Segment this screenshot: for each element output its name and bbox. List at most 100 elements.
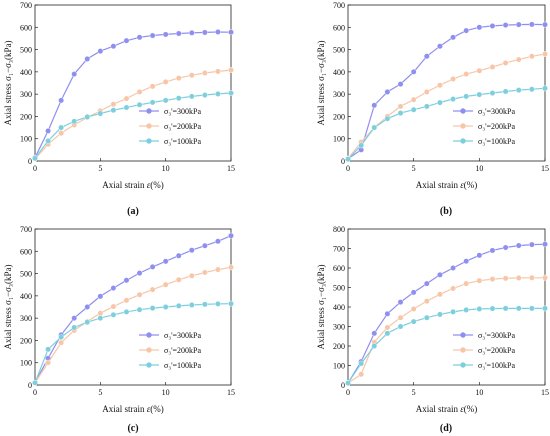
x-tick-label: 0 [346,388,350,397]
data-point [201,242,208,249]
y-tick-label: 700 [333,1,345,10]
x-tick-label: 0 [33,164,37,173]
panel-label: (d) [440,423,452,434]
legend-marker [146,362,152,368]
legend-label: σ₃'=100kPa [478,137,516,146]
series-line-2 [347,53,546,160]
data-point [410,289,417,296]
x-axis-label-text: Axial strain [416,404,461,414]
plot-frame [347,228,546,386]
data-point [58,339,65,346]
y-axis-label: Axial stress σ₁−σ₃(kPa) [3,40,13,125]
data-point [45,359,51,366]
data-point [476,24,483,31]
data-point [228,90,234,96]
data-point [123,277,130,284]
y-tick-label: 100 [333,362,345,371]
panel-label: (b) [440,206,452,217]
x-tick-label: 15 [541,388,549,397]
data-point [188,247,195,254]
data-point [384,330,391,337]
data-point [110,101,117,108]
data-point [175,252,182,259]
data-point [149,83,156,90]
y-tick-label: 0 [28,157,32,166]
data-point [175,276,182,283]
data-point [528,53,535,60]
data-point [423,280,430,287]
data-point [489,305,496,312]
data-point [450,285,456,292]
y-tick-label: 100 [20,135,32,144]
data-point [423,298,430,305]
data-point [175,302,182,309]
y-axis-label: Axial stress σ₁−σ₃(kPa) [316,40,326,125]
data-point [162,31,169,38]
data-point [384,324,391,331]
series-line-3 [34,92,232,159]
data-point [515,56,522,63]
data-point [201,70,208,76]
y-tick-label: 500 [333,284,345,293]
y-tick-label: 300 [333,323,345,332]
x-axis-label-text: Axial strain [102,404,147,414]
data-point [528,305,535,312]
x-axis-label-symbol: ε [147,180,151,190]
data-point [162,281,169,288]
data-point [371,102,378,109]
x-axis-label: Axial strain ε(%) [102,404,164,414]
data-point [228,232,234,239]
y-tick-label: 200 [333,342,345,351]
data-point [188,272,195,279]
data-point [423,103,430,110]
data-point [345,156,351,163]
data-point [384,115,391,122]
data-point [71,118,78,125]
chart-panel-4: 0 5 10 15 0 100 200 300 400 500 600 700 800 Axial str… [316,225,549,434]
data-point [215,238,221,245]
data-point [123,309,130,315]
data-point [463,307,470,313]
data-point [410,106,417,113]
plot-frame [347,4,546,162]
y-tick-label: 300 [20,314,32,323]
x-tick-label: 5 [412,388,416,397]
legend-label: σ₃'=200kPa [478,346,516,355]
data-point [58,97,65,104]
y-tick-label: 200 [20,336,32,345]
data-point [149,305,156,312]
data-point [201,301,208,308]
data-point [175,95,182,102]
y-tick-label: 800 [333,225,345,234]
data-point [515,242,522,249]
x-axis-label-unit: (%) [150,180,164,190]
data-point [463,71,470,77]
x-tick-label: 5 [98,164,102,173]
data-point [97,110,104,117]
x-axis-label-unit: (%) [150,404,164,414]
y-tick-label: 200 [333,112,345,121]
data-point [476,252,483,259]
data-point [450,265,456,271]
data-point [228,300,234,307]
data-point [450,34,456,41]
data-point [32,155,38,162]
chart-panel-3: 0 5 10 15 0 100 200 300 400 500 600 700 Axial strain… [3,225,235,434]
data-point [515,87,522,94]
data-point [215,29,221,35]
data-point [136,306,143,313]
data-point [542,85,548,92]
y-tick-label: 100 [20,359,32,368]
x-axis-label-symbol: ε [460,180,464,190]
x-axis-label: Axial strain ε(%) [416,404,478,414]
data-point [437,43,443,50]
data-point [515,275,522,281]
data-point [489,23,496,29]
data-point [149,286,156,293]
x-axis-label-text: Axial strain [102,180,147,190]
data-point [502,305,509,312]
data-point [515,21,522,28]
data-point [463,27,470,34]
data-point [502,244,509,251]
data-point [410,96,417,103]
